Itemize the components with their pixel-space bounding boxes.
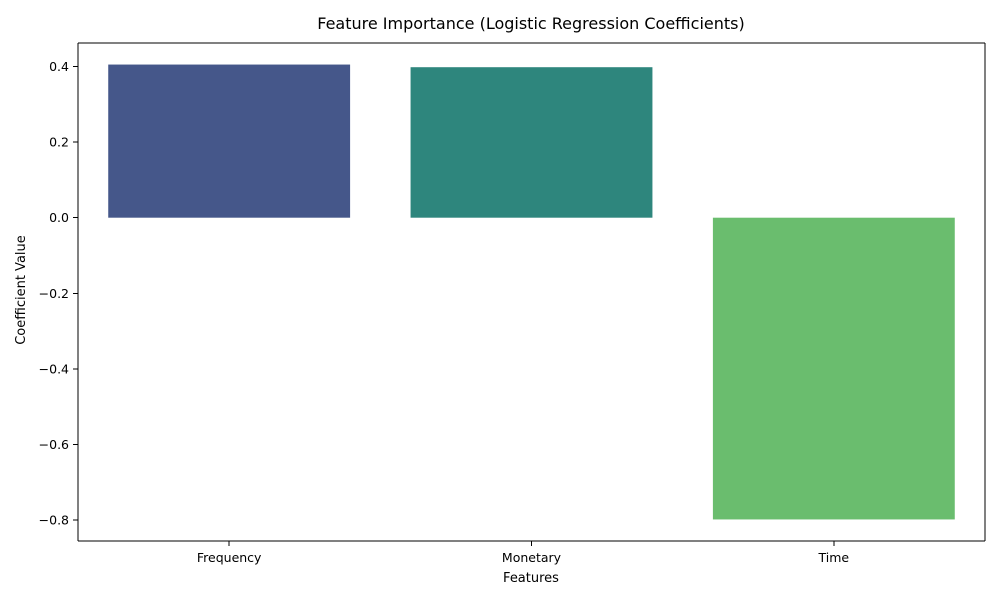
y-tick-label: 0.2 (49, 135, 69, 150)
y-axis-label: Coefficient Value (14, 235, 29, 345)
chart-title: Feature Importance (Logistic Regression … (317, 14, 744, 33)
bar-time (712, 217, 955, 520)
x-tick-label: Time (818, 550, 850, 565)
bar-monetary (410, 67, 653, 218)
plot-area: −0.8 −0.6 −0.4 −0.2 0.0 0.2 0.4 Frequency Moneta… (39, 42, 986, 565)
y-tick-label: −0.2 (39, 286, 69, 301)
x-tick-label: Frequency (197, 550, 262, 565)
y-tick-label: −0.8 (39, 513, 69, 528)
y-tick-label: 0.0 (49, 210, 69, 225)
x-axis-label: Features (503, 571, 559, 586)
y-tick-label: −0.6 (39, 437, 69, 452)
y-tick-label: −0.4 (39, 361, 69, 376)
y-tick-label: 0.4 (49, 59, 69, 74)
x-tick-label: Monetary (502, 550, 562, 565)
bar-frequency (108, 64, 351, 218)
